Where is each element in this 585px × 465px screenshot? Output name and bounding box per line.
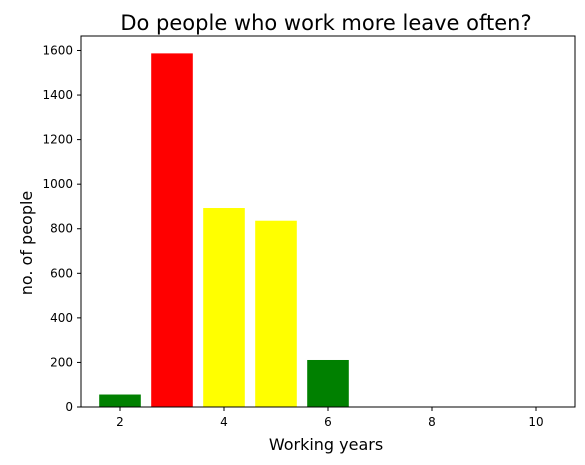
x-tick-label: 6: [324, 415, 332, 429]
x-axis-ticks: 2 4 6 8 10: [116, 407, 544, 429]
y-axis-label: no. of people: [17, 191, 36, 296]
x-tick-label: 4: [220, 415, 228, 429]
bar-5: [255, 220, 297, 407]
x-axis-label: Working years: [269, 435, 383, 454]
y-tick-label: 400: [50, 311, 73, 325]
y-axis-ticks: 0 200 400 600 800 1000 1200 1400 1600: [42, 43, 81, 414]
bar-2: [99, 394, 141, 407]
x-tick-label: 8: [428, 415, 436, 429]
bars-group: [99, 53, 349, 407]
y-tick-label: 1600: [42, 43, 73, 57]
x-tick-label: 10: [528, 415, 543, 429]
y-tick-label: 800: [50, 222, 73, 236]
y-tick-label: 1200: [42, 133, 73, 147]
y-tick-label: 200: [50, 355, 73, 369]
x-tick-label: 2: [116, 415, 124, 429]
bar-4: [203, 208, 245, 407]
bar-3: [151, 53, 193, 407]
y-tick-label: 0: [65, 400, 73, 414]
y-tick-label: 600: [50, 266, 73, 280]
y-tick-label: 1000: [42, 177, 73, 191]
bar-6: [307, 359, 349, 407]
y-tick-label: 1400: [42, 88, 73, 102]
plot-frame: [80, 35, 576, 408]
chart-title: Do people who work more leave often?: [120, 11, 531, 35]
